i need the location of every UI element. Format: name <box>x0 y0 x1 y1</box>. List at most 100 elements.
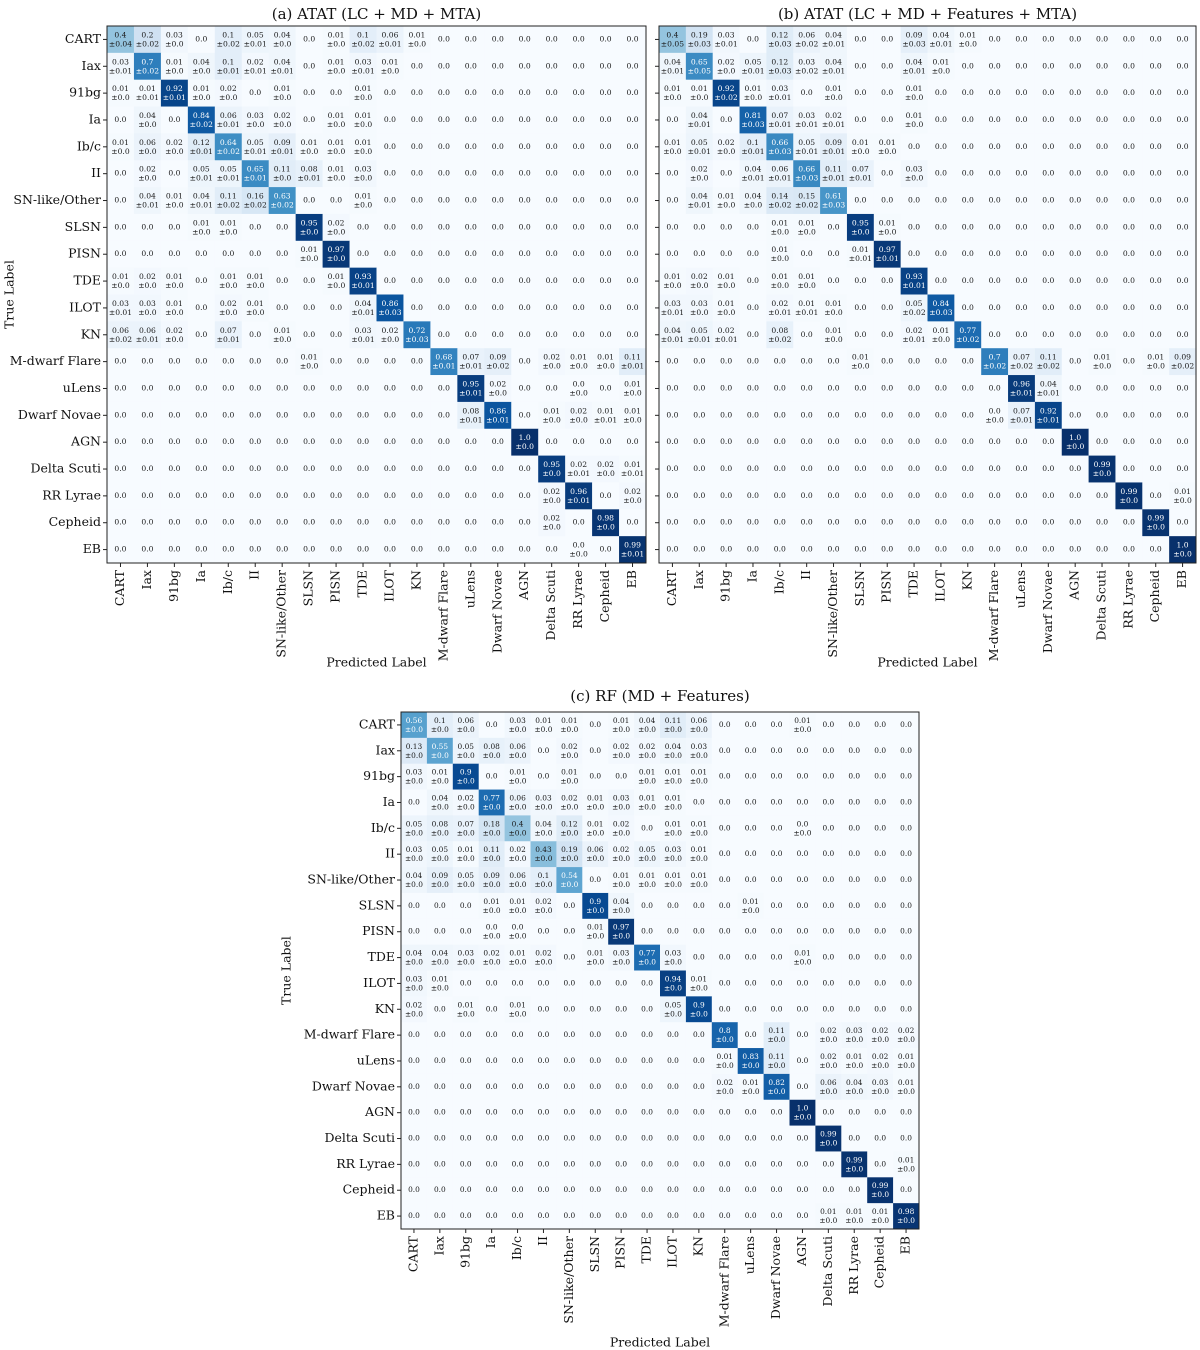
cell-value: 0.0 <box>438 518 450 527</box>
cell-value: 0.0 <box>141 518 153 527</box>
cell-value: 0.0 <box>303 383 315 392</box>
y-tick-label: Cepheid <box>343 1182 395 1197</box>
cell-value: 0.0 <box>303 518 315 527</box>
heatmap-cell <box>403 321 431 349</box>
heatmap-cell <box>214 106 243 134</box>
cell-value: 0.0 <box>771 823 783 832</box>
cell-error: ±0.0 <box>165 201 184 210</box>
cell-error: ±0.0 <box>165 66 184 75</box>
heatmap-cell <box>430 267 458 295</box>
cell-value: 0.01 <box>639 768 655 777</box>
cell-value: 0.0 <box>434 1159 446 1168</box>
cell-value: 0.0 <box>408 1082 420 1091</box>
cell-value: 0.0 <box>771 978 783 987</box>
cell-value: 0.0 <box>693 437 705 446</box>
heatmap-cell <box>504 763 531 790</box>
cell-value: 0.1 <box>357 30 369 39</box>
cell-error: ±0.0 <box>771 227 790 236</box>
cell-error: ±0.0 <box>797 227 816 236</box>
cell-value: 0.0 <box>465 222 477 231</box>
cell-value: 0.0 <box>465 330 477 339</box>
cell-error: ±0.01 <box>661 66 684 75</box>
x-tick-label: Cepheid <box>872 1236 887 1288</box>
cell-error: ±0.01 <box>486 415 509 424</box>
heatmap-cell <box>430 294 458 322</box>
cell-value: 0.0 <box>1096 276 1108 285</box>
cell-error: ±0.0 <box>819 1035 837 1044</box>
cell-error: ±0.0 <box>219 281 238 290</box>
cell-value: 0.0 <box>1015 330 1027 339</box>
heatmap-cell <box>1034 294 1063 322</box>
heatmap-cell <box>793 482 821 510</box>
heatmap-cell <box>295 482 323 510</box>
heatmap-cell <box>484 26 512 54</box>
heatmap-cell <box>582 1125 609 1152</box>
cell-value: 0.0 <box>195 518 207 527</box>
x-tick-label: Dwarf Novae <box>768 1236 783 1319</box>
heatmap-cell <box>426 970 454 997</box>
cell-error: ±0.0 <box>717 201 736 210</box>
heatmap-cell <box>403 106 431 134</box>
heatmap-cell <box>511 455 539 483</box>
cell-error: ±0.01 <box>822 66 845 75</box>
cell-value: 0.0 <box>641 1185 653 1194</box>
cell-error: ±0.0 <box>327 120 346 129</box>
cell-value: 0.7 <box>141 57 153 66</box>
heatmap-cell <box>619 26 647 54</box>
cell-value: 0.0 <box>747 276 759 285</box>
cell-value: 0.0 <box>512 1030 524 1039</box>
x-tick-label: uLens <box>462 570 477 608</box>
cell-value: 0.01 <box>112 138 129 147</box>
cell-value: 0.0 <box>935 545 947 554</box>
cell-error: ±0.0 <box>327 254 346 263</box>
cell-value: 0.68 <box>435 353 452 362</box>
heatmap-cell <box>401 1177 428 1204</box>
cell-value: 0.0 <box>600 330 612 339</box>
cell-error: ±0.03 <box>822 201 845 210</box>
cell-error: ±0.03 <box>768 66 791 75</box>
cell-value: 0.08 <box>462 406 479 415</box>
cell-value: 0.0 <box>357 518 369 527</box>
heatmap-cell <box>873 455 901 483</box>
cell-value: 0.03 <box>872 1078 889 1087</box>
cell-error: ±0.0 <box>851 147 870 156</box>
heatmap-cell <box>556 815 583 842</box>
cell-value: 0.0 <box>438 437 450 446</box>
cell-error: ±0.01 <box>136 335 159 344</box>
heatmap-cell <box>846 482 875 510</box>
cell-error: ±0.0 <box>300 362 319 371</box>
cell-value: 0.02 <box>872 1026 888 1035</box>
heatmap-cell <box>763 867 790 894</box>
cell-error: ±0.0 <box>819 1061 837 1070</box>
cell-value: 0.0 <box>667 1082 679 1091</box>
heatmap-cell <box>133 133 162 161</box>
y-tick-label: Cepheid <box>49 514 101 529</box>
cell-value: 0.01 <box>561 716 577 725</box>
cell-error: ±0.0 <box>165 147 184 156</box>
cell-value: 0.01 <box>355 111 372 120</box>
cell-value: 0.01 <box>664 138 681 147</box>
heatmap-cell <box>1061 294 1089 322</box>
cell-value: 0.0 <box>1069 249 1081 258</box>
cell-value: 0.0 <box>1042 88 1054 97</box>
heatmap-cell <box>873 52 901 80</box>
cell-error: ±0.0 <box>664 880 682 889</box>
heatmap-cell <box>457 26 485 54</box>
heatmap-cell <box>107 375 135 403</box>
cell-value: 0.02 <box>535 949 551 958</box>
cell-error: ±0.0 <box>845 1087 863 1096</box>
cell-error: ±0.0 <box>819 1216 837 1225</box>
heatmap-cell <box>846 348 875 376</box>
heatmap-cell <box>660 892 687 920</box>
heatmap-cell <box>981 106 1009 134</box>
heatmap-cell <box>160 26 189 54</box>
heatmap-cell <box>619 321 647 349</box>
heatmap-cell <box>927 213 955 242</box>
cell-value: 0.0 <box>935 142 947 151</box>
heatmap-cell <box>187 240 216 268</box>
heatmap-cell <box>133 455 162 483</box>
heatmap-cell <box>376 160 404 188</box>
cell-value: 0.0 <box>411 357 423 366</box>
cell-value: 0.0 <box>438 88 450 97</box>
cell-error: ±0.0 <box>586 906 604 915</box>
